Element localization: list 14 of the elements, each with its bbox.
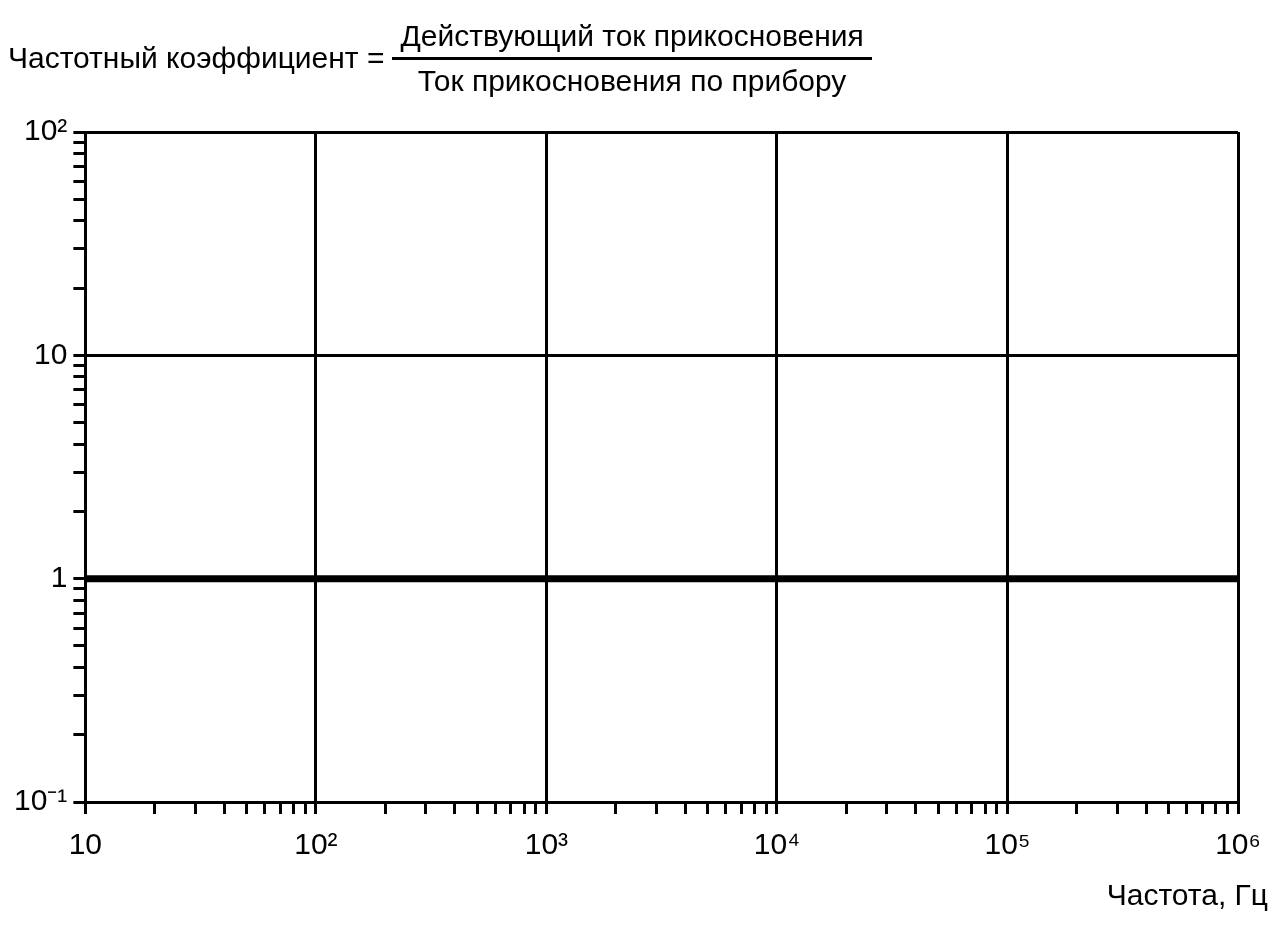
text: Действующий ток прикосновения [399,18,865,54]
y-tick-label: 10² [24,113,68,147]
y-tick-label: 10 [33,336,68,370]
y-tick-label: 1 [50,559,68,593]
x-tick-label: 10³ [524,827,569,861]
x-axis-title: Частота, Гц [1105,878,1269,912]
x-tick-label: 10⁶ [1215,827,1261,861]
x-tick-label: 10 [68,827,103,861]
x-tick-label: 10⁴ [753,827,801,861]
y-tick-label: 10⁻¹ [14,783,68,817]
x-tick-label: 10² [294,827,338,861]
chart-title: Частотный коэффициент = [8,41,385,75]
text: Ток прикосновения по прибору [416,62,848,98]
x-tick-label: 10⁵ [984,827,1031,861]
